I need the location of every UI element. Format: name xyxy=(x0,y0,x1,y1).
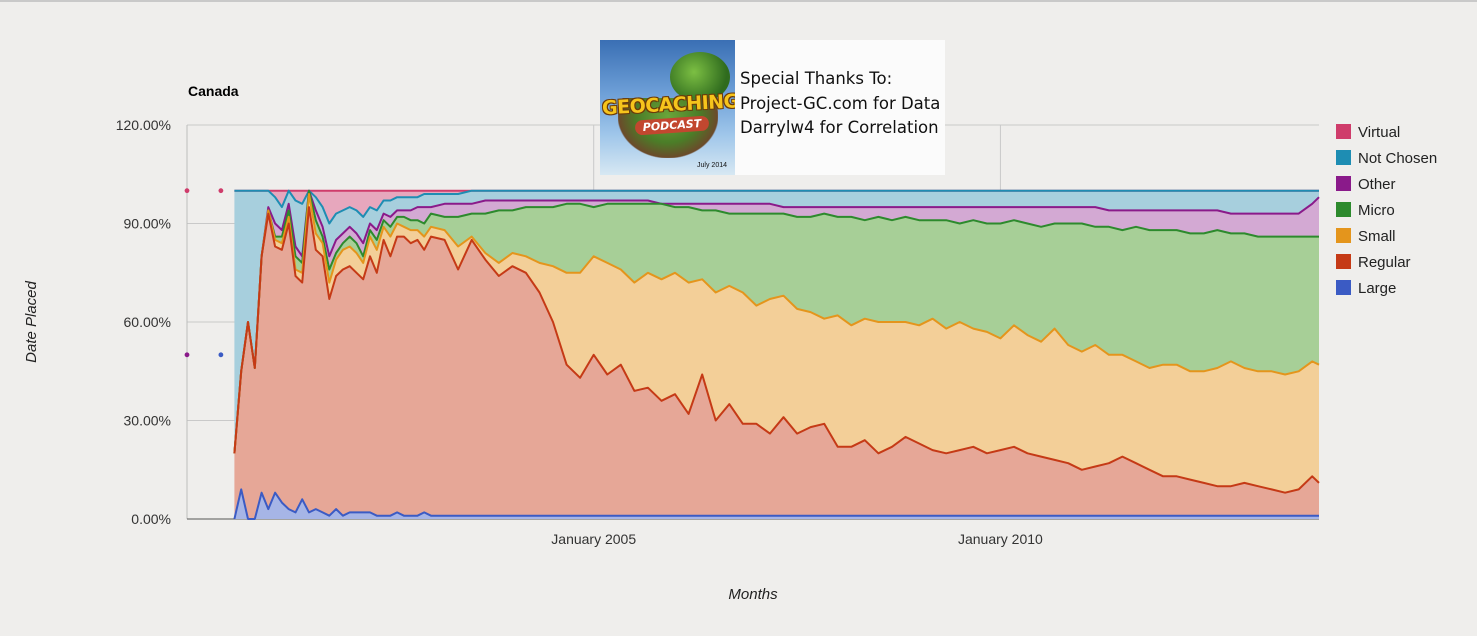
point-0 xyxy=(184,188,190,194)
point-3 xyxy=(218,352,224,358)
top-border xyxy=(0,0,1477,2)
thanks-line-1: Special Thanks To: xyxy=(740,69,893,88)
line-micro xyxy=(233,189,1319,454)
legend-swatch-regular xyxy=(1336,254,1351,269)
special-thanks-overlay: GEOCACHING PODCAST July 2014 Special Tha… xyxy=(600,40,945,175)
logo-date: July 2014 xyxy=(697,162,727,169)
line-other xyxy=(233,189,1320,454)
legend-label-virtual: Virtual xyxy=(1358,124,1400,141)
tree-icon xyxy=(670,52,730,102)
stacked-areas xyxy=(234,190,1319,519)
y-tick-label-0: 0.00% xyxy=(131,511,171,527)
legend-swatch-virtual xyxy=(1336,124,1351,139)
series-lines xyxy=(233,189,1320,520)
y-axis-title: Date Placed xyxy=(23,280,40,362)
line-small xyxy=(233,193,1320,454)
legend-label-regular: Regular xyxy=(1358,254,1411,271)
x-tick-label-1: January 2010 xyxy=(958,531,1043,547)
point-2 xyxy=(218,188,224,194)
thanks-line-3: Darrylw4 for Correlation xyxy=(740,118,939,137)
chart-title: Canada xyxy=(188,83,239,99)
legend: Virtual Not Chosen Other Micro Small Regular L… xyxy=(1336,124,1437,297)
area-other xyxy=(234,190,1319,454)
legend-swatch-small xyxy=(1336,228,1351,243)
area-micro xyxy=(234,190,1319,454)
line-regular xyxy=(233,206,1320,494)
line-large xyxy=(233,488,1319,520)
area-virtual xyxy=(234,190,1319,224)
y-tick-label-4: 120.00% xyxy=(116,117,171,133)
area-small xyxy=(234,194,1319,493)
line-not-chosen xyxy=(234,189,1319,225)
x-axis-ticks: January 2005 January 2010 xyxy=(551,531,1043,547)
point-1 xyxy=(184,352,190,358)
isolated-points xyxy=(184,188,224,358)
legend-label-small: Small xyxy=(1358,228,1396,245)
legend-label-not-chosen: Not Chosen xyxy=(1358,150,1437,167)
legend-swatch-large xyxy=(1336,280,1351,295)
legend-swatch-other xyxy=(1336,176,1351,191)
y-tick-label-1: 30.00% xyxy=(124,413,171,429)
x-axis-title: Months xyxy=(728,586,778,603)
geocaching-podcast-logo: GEOCACHING PODCAST July 2014 xyxy=(600,40,735,175)
legend-swatch-micro xyxy=(1336,202,1351,217)
legend-swatch-not-chosen xyxy=(1336,150,1351,165)
area-not-chosen xyxy=(234,190,1319,454)
y-axis-ticks: 0.00% 30.00% 60.00% 90.00% 120.00% xyxy=(116,117,171,527)
x-tick-label-0: January 2005 xyxy=(551,531,636,547)
legend-label-micro: Micro xyxy=(1358,202,1395,219)
thanks-line-2: Project-GC.com for Data xyxy=(740,93,941,113)
y-tick-label-2: 60.00% xyxy=(124,314,171,330)
legend-label-other: Other xyxy=(1358,176,1396,193)
y-tick-label-3: 90.00% xyxy=(124,216,171,232)
legend-label-large: Large xyxy=(1358,280,1396,297)
area-regular xyxy=(234,207,1319,519)
thanks-text: Special Thanks To: Project-GC.com for Da… xyxy=(740,67,945,141)
